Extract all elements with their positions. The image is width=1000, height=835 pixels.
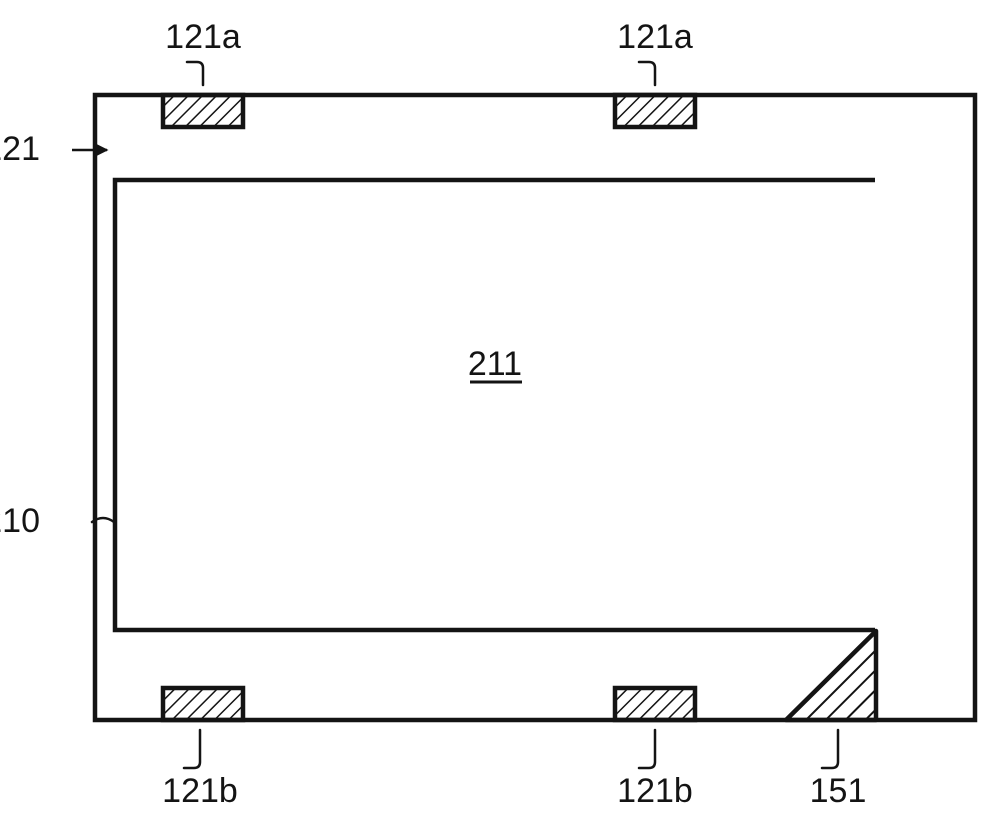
label-bot_left: 121b — [162, 772, 238, 810]
label-bot_right: 121b — [617, 772, 693, 810]
label-top_left: 121a — [165, 18, 241, 56]
connector-bottom-0 — [163, 688, 243, 720]
inner-label: 211 — [468, 345, 522, 383]
connector-top-1 — [615, 95, 695, 127]
label-ref_210: 210 — [0, 502, 40, 540]
connector-bottom-1 — [615, 688, 695, 720]
label-ref_121: 121 — [0, 130, 40, 168]
label-top_right: 121a — [617, 18, 693, 56]
connector-top-0 — [163, 95, 243, 127]
label-corner: 151 — [810, 772, 867, 810]
